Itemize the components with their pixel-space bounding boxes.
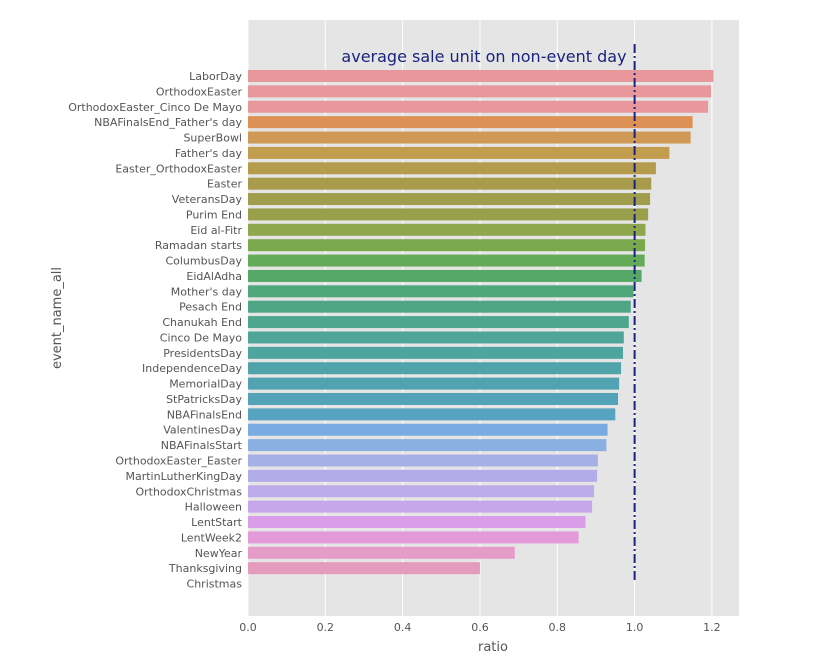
- bar: [248, 454, 598, 467]
- y-tick-label: Ramadan starts: [155, 239, 242, 252]
- x-tick-label: 0.0: [239, 621, 257, 634]
- y-tick-label: OrthodoxEaster: [156, 85, 243, 98]
- bar: [248, 285, 634, 298]
- y-tick-label: LentStart: [191, 516, 243, 529]
- y-tick-label: Father's day: [175, 147, 243, 160]
- y-tick-label: LentWeek2: [181, 531, 242, 544]
- y-tick-label: StPatricksDay: [166, 393, 242, 406]
- x-tick-label: 1.2: [703, 621, 721, 634]
- y-tick-label: LaborDay: [189, 70, 242, 83]
- bar: [248, 500, 593, 513]
- y-tick-label: Purim End: [186, 208, 242, 221]
- reference-line-annotation: average sale unit on non-event day: [341, 47, 626, 66]
- bar: [248, 423, 608, 436]
- x-tick-label: 0.2: [317, 621, 335, 634]
- y-tick-label: ValentinesDay: [163, 424, 242, 437]
- bar: [248, 516, 586, 529]
- bar: [248, 346, 624, 359]
- bar: [248, 85, 712, 98]
- bar: [248, 408, 616, 421]
- bar: [248, 177, 652, 190]
- y-tick-label: NBAFinalsEnd_Father's day: [94, 116, 242, 129]
- x-axis-label: ratio: [478, 640, 508, 655]
- bar: [248, 254, 645, 267]
- bar: [248, 269, 642, 282]
- bar: [248, 316, 629, 329]
- bar: [248, 208, 649, 221]
- y-tick-label: Chanukah End: [162, 316, 242, 329]
- bar: [248, 485, 595, 498]
- y-tick-label: OrthodoxEaster_Easter: [115, 455, 242, 468]
- y-axis-label: event_name_all: [50, 267, 65, 369]
- bar: [248, 392, 618, 405]
- bar: [248, 562, 480, 575]
- x-tick-label: 1.0: [626, 621, 644, 634]
- y-tick-label: Pesach End: [179, 301, 242, 314]
- bar: [248, 439, 607, 452]
- y-tick-label: Mother's day: [171, 285, 243, 298]
- y-tick-label: MemorialDay: [169, 378, 242, 391]
- bar: [248, 223, 646, 236]
- bar: [248, 362, 622, 375]
- bar: [248, 546, 515, 559]
- x-tick-labels: 0.0 0.2 0.4 0.6 0.8 1.0 1.2: [239, 621, 720, 634]
- bar: [248, 146, 670, 159]
- bar: [248, 100, 709, 113]
- bar: [248, 131, 691, 144]
- y-tick-label: OrthodoxChristmas: [135, 485, 242, 498]
- x-tick-label: 0.4: [394, 621, 412, 634]
- y-tick-label: PresidentsDay: [163, 347, 242, 360]
- y-tick-label: SuperBowl: [183, 132, 242, 145]
- y-tick-label: Halloween: [185, 501, 242, 514]
- y-tick-label: IndependenceDay: [142, 362, 242, 375]
- bar: [248, 531, 579, 544]
- y-tick-label: Cinco De Mayo: [160, 331, 242, 344]
- y-tick-label: NewYear: [195, 547, 243, 560]
- bars: [248, 70, 714, 575]
- y-tick-label: Easter_OrthodoxEaster: [115, 162, 242, 175]
- y-tick-label: VeteransDay: [172, 193, 243, 206]
- y-tick-label: EidAlAdha: [186, 270, 242, 283]
- bar: [248, 377, 620, 390]
- x-tick-label: 0.6: [471, 621, 489, 634]
- bar: [248, 116, 693, 129]
- x-tick-label: 0.8: [549, 621, 567, 634]
- bar: [248, 162, 656, 175]
- y-tick-label: NBAFinalsStart: [161, 439, 243, 452]
- y-tick-label: ColumbusDay: [165, 255, 242, 268]
- bar: [248, 193, 651, 206]
- bar: [248, 239, 646, 252]
- bar: [248, 70, 714, 82]
- y-tick-label: NBAFinalsEnd: [167, 408, 242, 421]
- y-tick-label: Eid al-Fitr: [190, 224, 242, 237]
- y-tick-label: Christmas: [187, 578, 243, 591]
- y-tick-label: Easter: [207, 178, 243, 191]
- y-tick-label: Thanksgiving: [168, 562, 242, 575]
- y-tick-label: MartinLutherKingDay: [125, 470, 242, 483]
- bar: [248, 300, 631, 313]
- bar: [248, 469, 598, 482]
- y-tick-label: OrthodoxEaster_Cinco De Mayo: [68, 101, 242, 114]
- bar: [248, 331, 624, 344]
- y-tick-labels: LaborDay OrthodoxEaster OrthodoxEaster_Cin…: [68, 70, 242, 591]
